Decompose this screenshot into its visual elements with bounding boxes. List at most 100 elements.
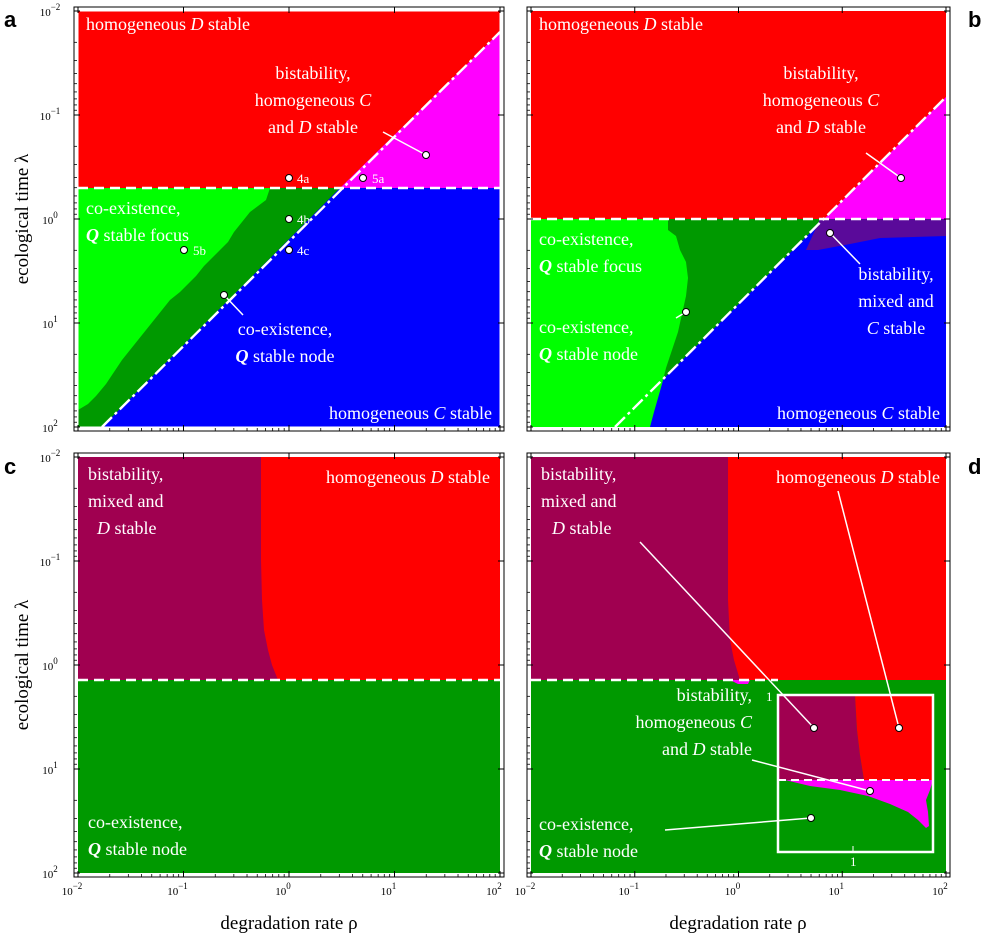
pointer-coexistence-node bbox=[664, 817, 812, 831]
svg-text:5b: 5b bbox=[193, 243, 206, 258]
svg-text:bistability,: bistability, bbox=[88, 464, 163, 484]
x-axis-label-left: degradation rate ρ bbox=[220, 913, 357, 934]
x-tick-label: 101 bbox=[829, 881, 845, 898]
panel-letter-c: c bbox=[4, 454, 16, 479]
y-tick-label: 10−2 bbox=[40, 448, 61, 465]
y-axis-label-top: ecological time λ bbox=[12, 153, 33, 284]
inset-tick-top: 1 bbox=[766, 689, 773, 704]
label-coexistence-node: co-existence, Q stable node bbox=[539, 814, 638, 861]
y-tick-label: 100 bbox=[42, 656, 58, 673]
y-tick-label: 102 bbox=[42, 864, 58, 881]
svg-text:co-existence,: co-existence, bbox=[539, 814, 633, 834]
panel-letter-b: b bbox=[968, 7, 981, 32]
svg-text:mixed and: mixed and bbox=[541, 491, 616, 511]
region-coexistence-focus bbox=[531, 219, 688, 427]
label-coexistence-node: co-existence, Q stable node bbox=[539, 317, 638, 364]
marker-4b: 4b bbox=[285, 212, 310, 227]
panel-letter-d: d bbox=[968, 454, 981, 479]
svg-text:bistability,: bistability, bbox=[275, 63, 350, 83]
pointer-dot bbox=[807, 814, 815, 822]
y-tick-label: 102 bbox=[42, 418, 58, 435]
svg-text:homogeneous C: homogeneous C bbox=[255, 90, 372, 110]
marker-4c: 4c bbox=[285, 243, 310, 258]
panel-b: homogeneous D stable bistability, homoge… bbox=[531, 11, 947, 428]
label-homogeneous-d: homogeneous D stable bbox=[326, 467, 490, 487]
svg-text:Q stable node: Q stable node bbox=[236, 346, 335, 366]
svg-text:bistability,: bistability, bbox=[783, 63, 858, 83]
pointer-homogeneous-d bbox=[837, 490, 900, 729]
panel-a: homogeneous D stable bistability, homoge… bbox=[77, 10, 501, 428]
y-tick-label: 100 bbox=[42, 210, 58, 227]
x-tick-label: 101 bbox=[381, 881, 397, 898]
label-bistability: bistability, homogeneous C and D stable bbox=[763, 63, 880, 137]
marker-5b: 5b bbox=[180, 243, 206, 258]
pointer-bistability bbox=[865, 152, 902, 179]
region-bistability-mixed-d bbox=[78, 457, 278, 680]
y-tick-label: 10−2 bbox=[40, 2, 61, 19]
label-bistability-mixed-d: bistability, mixed and D stable bbox=[88, 464, 163, 538]
pointer-coexistence-node bbox=[223, 294, 244, 316]
x-tick-label: 10−2 bbox=[515, 881, 536, 898]
svg-text:bistability,: bistability, bbox=[858, 264, 933, 284]
x-tick-label: 100 bbox=[275, 881, 291, 898]
x-tick-label: 102 bbox=[932, 881, 948, 898]
x-tick-label: 10−2 bbox=[62, 881, 83, 898]
svg-text:co-existence,: co-existence, bbox=[238, 319, 332, 339]
inset-region-homogeneous-d bbox=[855, 695, 933, 780]
svg-text:4b: 4b bbox=[297, 212, 310, 227]
y-tick-label: 10−1 bbox=[40, 106, 61, 123]
y-tick-label: 101 bbox=[42, 760, 58, 777]
label-coexistence-node: co-existence, Q stable node bbox=[236, 319, 335, 366]
svg-text:4a: 4a bbox=[297, 171, 310, 186]
inset-region-mixed-d bbox=[778, 695, 864, 780]
svg-text:bistability,: bistability, bbox=[541, 464, 616, 484]
separatrix-dash-dot bbox=[101, 31, 501, 428]
label-homogeneous-c: homogeneous C stable bbox=[329, 403, 492, 423]
svg-text:and D stable: and D stable bbox=[776, 117, 866, 137]
x-tick-label: 10−1 bbox=[618, 881, 639, 898]
svg-text:C stable: C stable bbox=[867, 318, 926, 338]
label-homogeneous-c: homogeneous C stable bbox=[777, 403, 940, 423]
inset: 1 1 bbox=[766, 689, 935, 869]
region-bistability-mixed-c bbox=[806, 219, 946, 250]
label-coexistence-focus: co-existence, Q stable focus bbox=[539, 229, 642, 276]
svg-text:Q stable node: Q stable node bbox=[539, 841, 638, 861]
svg-text:homogeneous C: homogeneous C bbox=[636, 712, 753, 732]
pointer-bistability-c-d bbox=[751, 759, 871, 792]
svg-text:D stable: D stable bbox=[551, 518, 612, 538]
label-bistability-c-d: bistability, homogeneous C and D stable bbox=[636, 685, 753, 759]
y-axis-label-bottom: ecological time λ bbox=[12, 599, 33, 730]
label-bistability: bistability, homogeneous C and D stable bbox=[255, 63, 372, 137]
pointer-dot bbox=[897, 174, 905, 182]
marker-5a: 5a bbox=[359, 171, 385, 186]
svg-text:4c: 4c bbox=[297, 243, 310, 258]
svg-text:co-existence,: co-existence, bbox=[88, 812, 182, 832]
pointer-dot bbox=[895, 724, 903, 732]
panel-d: 1 1 bistability, mixed and D stable homo… bbox=[531, 457, 946, 873]
x-axis-label-right: degradation rate ρ bbox=[669, 913, 806, 934]
svg-text:and D stable: and D stable bbox=[662, 739, 752, 759]
pointer-bistability-mixed bbox=[829, 232, 861, 265]
svg-text:5a: 5a bbox=[372, 171, 385, 186]
pointer-dot bbox=[422, 151, 430, 159]
pointer-dot bbox=[682, 308, 690, 316]
svg-text:D stable: D stable bbox=[96, 518, 157, 538]
svg-text:co-existence,: co-existence, bbox=[86, 198, 180, 218]
svg-text:co-existence,: co-existence, bbox=[539, 229, 633, 249]
inset-tick-bottom: 1 bbox=[850, 854, 857, 869]
y-tick-label: 101 bbox=[42, 314, 58, 331]
label-homogeneous-d: homogeneous D stable bbox=[776, 467, 940, 487]
svg-text:mixed and: mixed and bbox=[88, 491, 163, 511]
svg-text:homogeneous C: homogeneous C bbox=[763, 90, 880, 110]
label-bistability-mixed-d: bistability, mixed and D stable bbox=[541, 464, 616, 538]
pointer-mixed-d bbox=[639, 541, 815, 729]
label-bistability-mixed-c: bistability, mixed and C stable bbox=[858, 264, 933, 338]
marker-4a: 4a bbox=[285, 171, 310, 186]
svg-text:co-existence,: co-existence, bbox=[539, 317, 633, 337]
pointer-dot bbox=[220, 291, 228, 299]
panel-c: bistability, mixed and D stable homogene… bbox=[78, 457, 500, 873]
svg-text:mixed and: mixed and bbox=[858, 291, 933, 311]
inset-region-bistability-c-d bbox=[785, 780, 933, 828]
svg-text:Q stable focus: Q stable focus bbox=[86, 225, 189, 245]
